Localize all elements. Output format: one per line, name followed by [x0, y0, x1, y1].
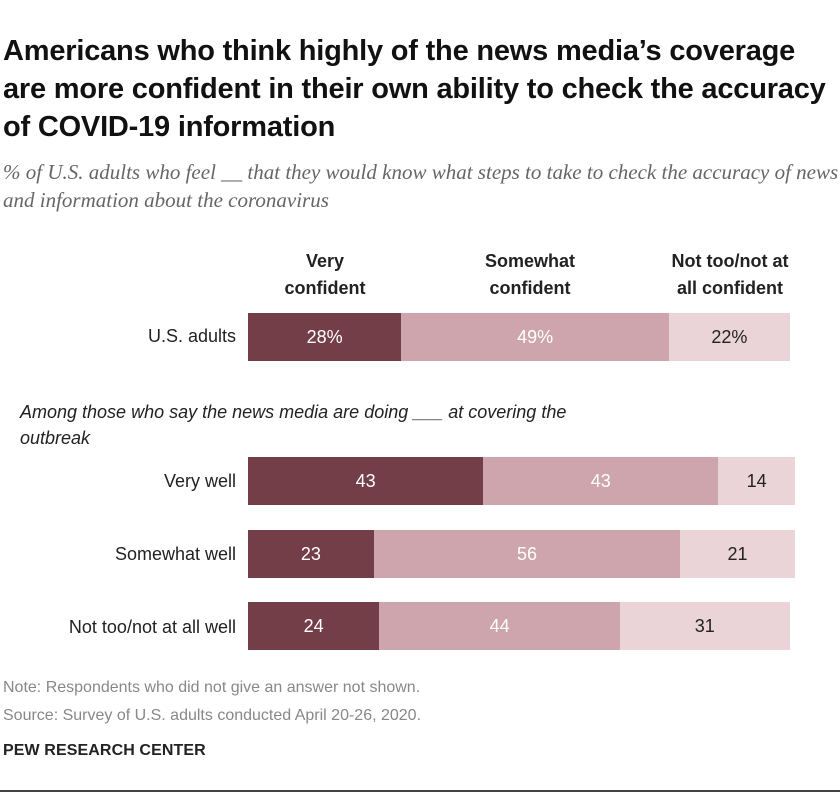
bar-not-well-very-confident	[248, 602, 380, 650]
column-header-not-line2: all confident	[676, 278, 783, 298]
row-label-us-adults: U.S. adults	[147, 326, 236, 346]
bar-very-well-very-confident	[248, 457, 484, 505]
row-label-somewhat-well: Somewhat well	[114, 544, 236, 564]
chart-title: Americans who think highly of the news m…	[3, 35, 826, 143]
bar-label-somewhat-well-very-confident: 23	[300, 544, 321, 564]
bar-us-adults-very-confident	[248, 313, 402, 361]
bar-very-well-somewhat-confident	[483, 457, 719, 505]
bar-us-adults-not-confident	[669, 313, 790, 361]
row-label-very-well: Very well	[163, 471, 236, 491]
column-header-not-confident: Not too/not at all confident	[640, 248, 820, 302]
group-note: Among those who say the news media are d…	[20, 402, 567, 448]
bar-not-well-somewhat-confident	[379, 602, 620, 650]
column-header-somewhat-line2: confident	[489, 278, 571, 298]
bar-somewhat-well-somewhat-confident	[373, 530, 681, 578]
bar-somewhat-well-not-confident	[680, 530, 795, 578]
bar-somewhat-well-very-confident	[248, 530, 374, 578]
column-header-very-confident: Very confident	[248, 248, 402, 302]
bar-us-adults-somewhat-confident	[401, 313, 670, 361]
column-header-somewhat-confident: Somewhat confident	[450, 248, 610, 302]
bottom-rule	[0, 790, 840, 792]
bar-label-us-adults-not-confident: 22%	[711, 327, 748, 347]
bar-very-well-not-confident	[718, 457, 795, 505]
bar-label-not-well-not-confident: 31	[694, 616, 715, 636]
bar-label-us-adults-very-confident: 28%	[306, 327, 343, 347]
bar-label-very-well-somewhat-confident: 43	[590, 471, 611, 491]
column-header-not-line1: Not too/not at	[671, 251, 789, 271]
bar-label-not-well-very-confident: 24	[303, 616, 324, 636]
column-header-very-line1: Very	[305, 251, 345, 271]
chart-note: Note: Respondents who did not give an an…	[3, 679, 421, 696]
bar-label-somewhat-well-not-confident: 21	[727, 544, 748, 564]
column-header-very-line2: confident	[284, 278, 366, 298]
row-label-not-well: Not too/not at all well	[68, 617, 236, 637]
brand-logo-text: PEW RESEARCH CENTER	[3, 742, 206, 759]
bar-label-somewhat-well-somewhat-confident: 56	[516, 544, 537, 564]
bar-label-very-well-very-confident: 43	[355, 471, 376, 491]
bar-label-us-adults-somewhat-confident: 49%	[517, 327, 554, 347]
bar-label-not-well-somewhat-confident: 44	[489, 616, 510, 636]
chart-source: Source: Survey of U.S. adults conducted …	[3, 707, 422, 724]
chart-subtitle: % of U.S. adults who feel __ that they w…	[3, 160, 839, 212]
bar-not-well-not-confident	[619, 602, 790, 650]
bar-label-very-well-not-confident: 14	[746, 471, 767, 491]
column-header-somewhat-line1: Somewhat	[484, 251, 576, 271]
